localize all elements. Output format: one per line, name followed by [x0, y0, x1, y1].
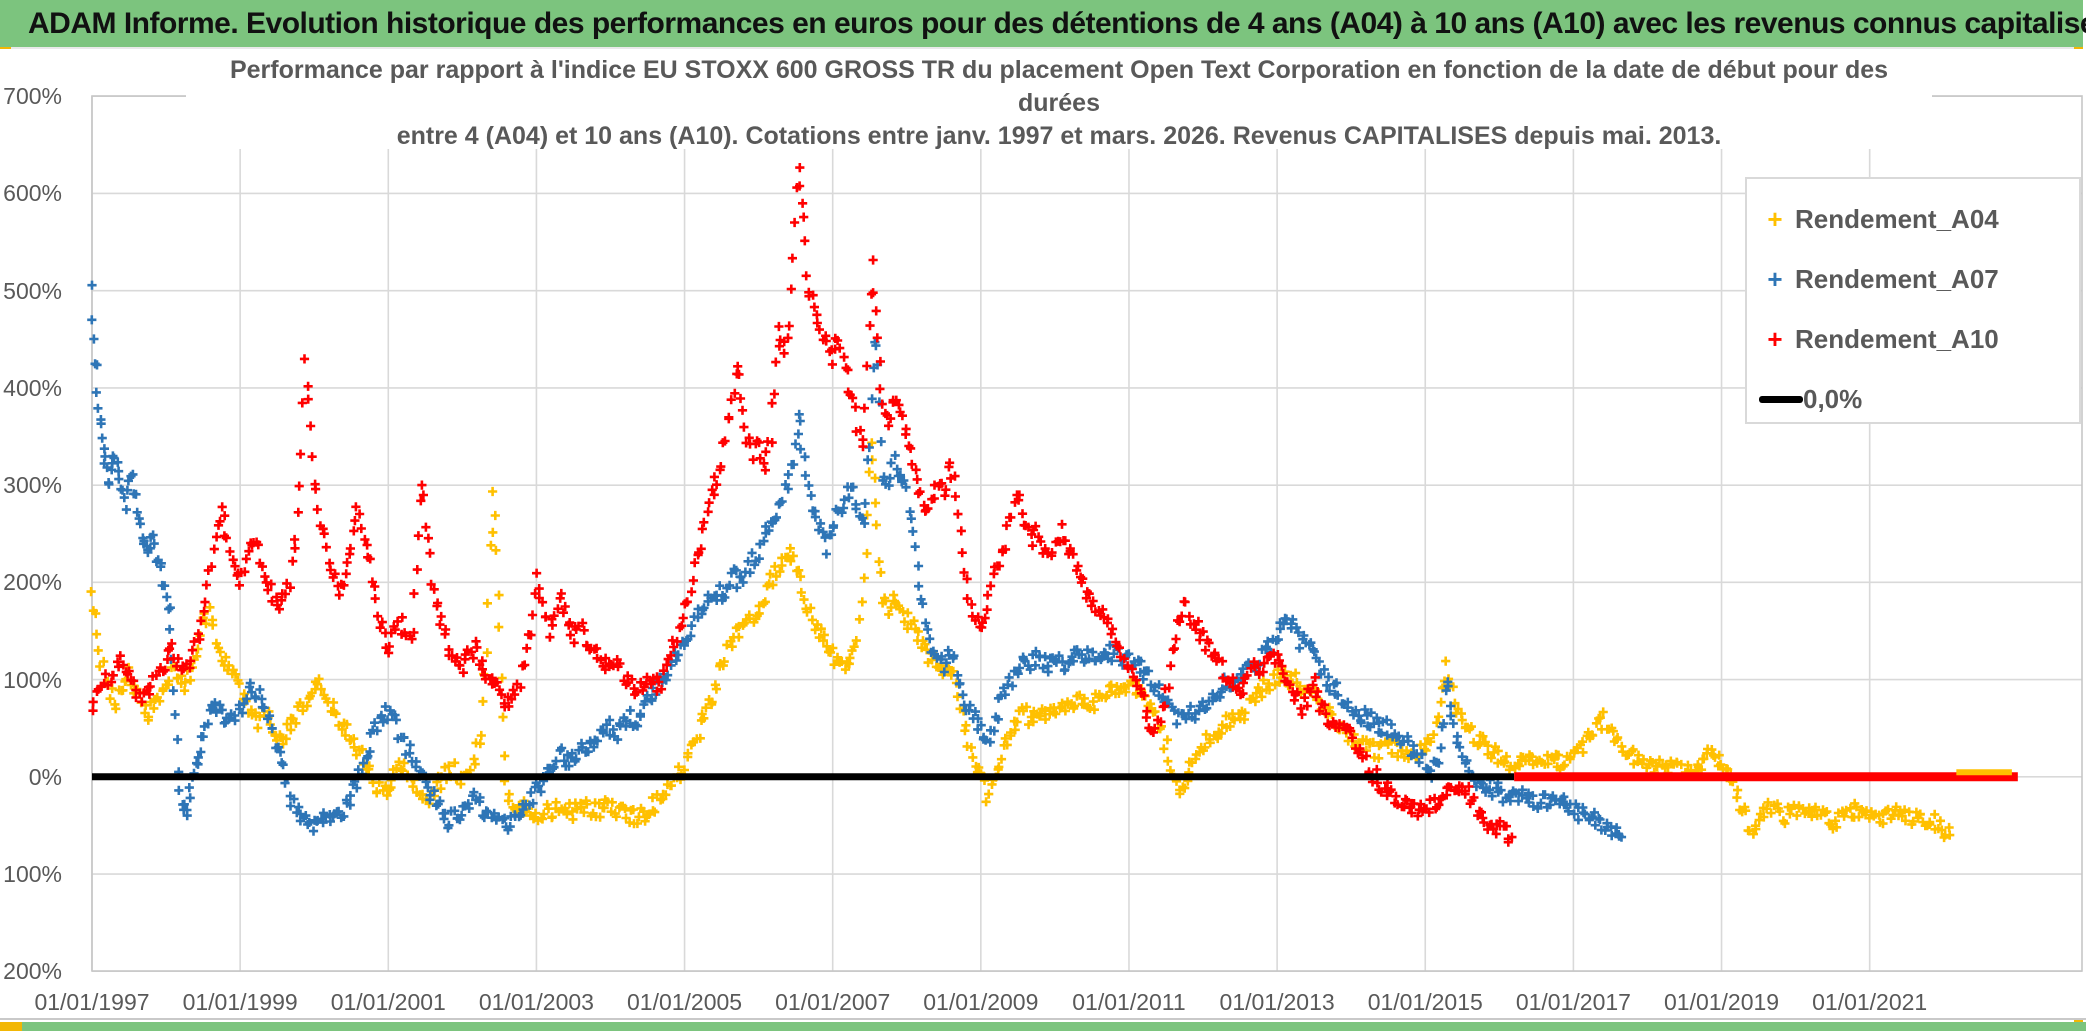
chart-subtitle: Performance par rapport à l'indice EU ST… — [186, 55, 1932, 150]
y-tick-label: 400% — [3, 374, 62, 401]
x-tick-label: 01/01/2019 — [1663, 989, 1780, 1015]
chart-subtitle-line2: entre 4 (A04) et 10 ans (A10). Cotations… — [396, 121, 1722, 150]
x-tick-label: 01/01/1997 — [34, 989, 150, 1015]
x-tick-label: 01/01/2005 — [626, 989, 743, 1015]
x-tick-label: 01/01/1999 — [182, 989, 298, 1015]
legend-item-a04: + Rendement_A04 — [1747, 189, 2079, 249]
series-Rendement_A10 — [88, 163, 1517, 847]
bottom-divider — [0, 1018, 2086, 1020]
legend-item-zero: 0,0% — [1747, 369, 2079, 429]
chart-area: Performance par rapport à l'indice EU ST… — [0, 49, 2086, 1018]
bottom-green-bar — [0, 1022, 2086, 1031]
y-tick-label: - 200% — [0, 958, 62, 985]
chart-subtitle-line1: Performance par rapport à l'indice EU ST… — [229, 55, 1889, 117]
y-tick-label: 600% — [3, 180, 62, 207]
page-title: ADAM Informe. Evolution historique des p… — [28, 6, 2086, 40]
plus-marker-icon: + — [1767, 324, 1783, 354]
x-tick-label: 01/01/2021 — [1812, 989, 1928, 1015]
y-tick-label: 700% — [3, 83, 62, 110]
series-Rendement_A07 — [87, 280, 1627, 842]
y-tick-label: 200% — [3, 569, 62, 596]
y-tick-label: 0% — [28, 763, 62, 790]
x-tick-label: 01/01/2013 — [1219, 989, 1335, 1015]
legend-label: Rendement_A10 — [1795, 323, 1999, 354]
plus-marker-icon: + — [1767, 264, 1783, 294]
legend-label: Rendement_A04 — [1795, 203, 1999, 234]
y-tick-label: 100% — [3, 666, 62, 693]
y-tick-label: 500% — [3, 277, 62, 304]
y-tick-label: 300% — [3, 472, 62, 499]
legend-item-a10: + Rendement_A10 — [1747, 309, 2079, 369]
x-tick-label: 01/01/2011 — [1072, 989, 1186, 1015]
plus-marker-icon: + — [1767, 204, 1783, 234]
x-tick-label: 01/01/2017 — [1515, 989, 1631, 1015]
gold-accent-bottom-left — [0, 1022, 22, 1031]
legend-label: Rendement_A07 — [1795, 263, 1999, 294]
x-tick-label: 01/01/2009 — [923, 989, 1039, 1015]
legend-label: 0,0% — [1803, 383, 1863, 414]
x-tick-label: 01/01/2003 — [478, 989, 594, 1015]
series-Rendement_A04 — [86, 438, 1955, 843]
legend-item-a07: + Rendement_A07 — [1747, 249, 2079, 309]
title-bar: ADAM Informe. Evolution historique des p… — [0, 0, 2086, 49]
x-tick-label: 01/01/2001 — [330, 989, 446, 1015]
zero-line-icon — [1759, 395, 1803, 403]
x-tick-label: 01/01/2015 — [1367, 989, 1483, 1015]
y-tick-label: - 100% — [0, 861, 62, 888]
x-tick-label: 01/01/2007 — [775, 989, 891, 1015]
legend: + Rendement_A04 + Rendement_A07 + Rendement_A… — [1745, 177, 2081, 424]
